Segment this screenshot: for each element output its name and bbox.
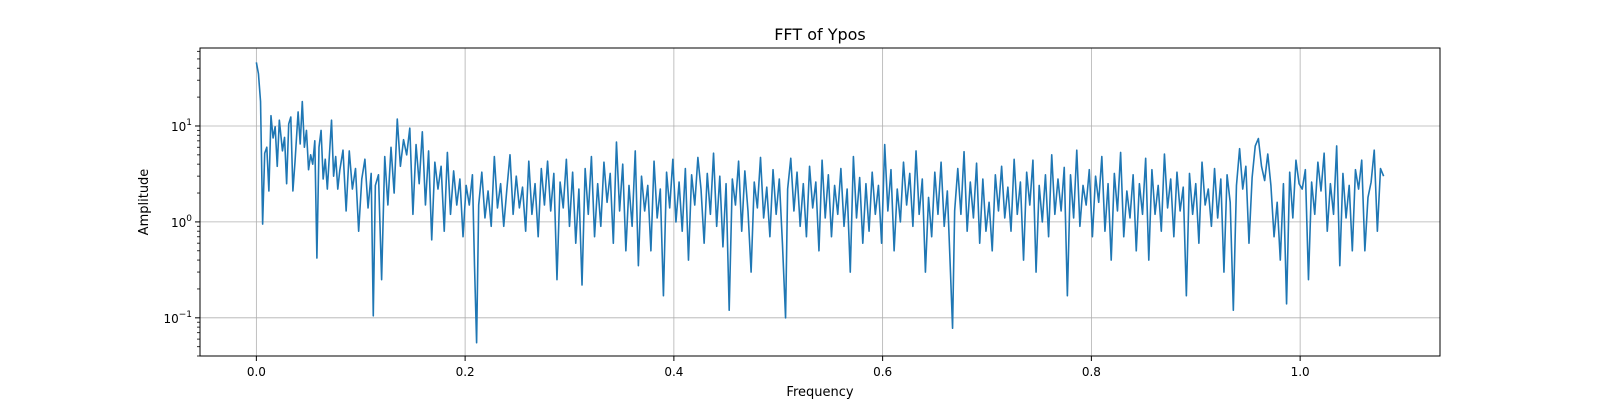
fft-series-line xyxy=(255,62,1385,344)
x-axis-label: Frequency xyxy=(786,385,853,400)
series-layer xyxy=(255,62,1385,344)
y-tick-exponent: −1 xyxy=(179,310,192,320)
chart-title: FFT of Ypos xyxy=(774,25,866,44)
y-tick-label: 100 xyxy=(171,214,192,230)
y-axis-label: Amplitude xyxy=(137,169,152,236)
x-tick-label: 0.4 xyxy=(664,365,683,379)
y-tick-exponent: 1 xyxy=(186,118,192,128)
x-tick-label: 0.6 xyxy=(873,365,892,379)
y-tick-base: 10 xyxy=(163,312,178,326)
y-tick-base: 10 xyxy=(171,216,186,230)
x-tick-label: 1.0 xyxy=(1291,365,1310,379)
x-tick-label: 0.8 xyxy=(1082,365,1101,379)
y-tick-base: 10 xyxy=(171,120,186,134)
y-tick-label: 101 xyxy=(171,118,192,134)
plot-frame xyxy=(199,47,1441,357)
y-tick-label: 10−1 xyxy=(163,310,192,326)
x-tick-label: 0.0 xyxy=(247,365,266,379)
x-tick-label: 0.2 xyxy=(456,365,475,379)
y-tick-exponent: 0 xyxy=(186,214,192,224)
